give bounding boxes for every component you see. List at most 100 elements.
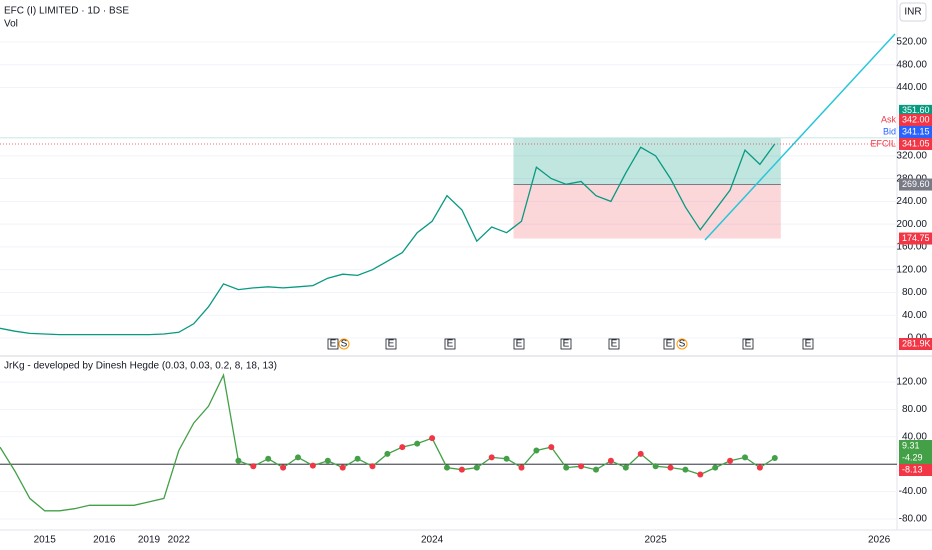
signal-dot [429,435,436,442]
y-tick-label: 160.00 [896,242,927,253]
price-tag-name: EFCIL [870,138,896,148]
x-tick-label: 2022 [168,535,191,546]
signal-dot [712,464,719,471]
price-tag-name: Bid [883,126,896,136]
event-marker [444,338,456,350]
x-tick-label: 2025 [644,535,667,546]
event-marker [338,338,350,350]
y-tick-label: 40.00 [902,431,927,442]
signal-dot [235,457,242,464]
signal-dot [250,463,257,470]
event-marker [742,338,754,350]
signal-dot [742,454,748,461]
event-letter: E [745,339,752,350]
price-tag [899,126,932,138]
value-tag-label: -4.29 [902,452,923,462]
event-marker [802,338,814,350]
signal-dot [458,466,465,473]
signal-dot [384,450,391,457]
signal-dot [563,464,570,471]
currency-box[interactable] [899,2,927,22]
signal-dot [652,463,659,470]
price-tag-label: 341.15 [902,126,930,136]
value-tag-label: -8.13 [902,464,923,474]
signal-dot [756,464,763,471]
trend-line [704,33,896,241]
symbol-title: EFC (I) LIMITED · 1D · BSE [4,6,129,17]
signal-dot [771,455,778,462]
signal-dot [280,464,287,471]
x-tick-label: 2026 [868,535,891,546]
signal-dot [354,455,361,462]
signal-dot [727,457,734,464]
entry-tag-label: 269.60 [902,179,930,189]
x-tick-label: 2019 [138,535,161,546]
value-tag-label: 9.31 [902,440,920,450]
volume-tag-label: 281.9K [902,338,931,348]
signal-dot [444,464,450,471]
signal-dot [399,444,406,451]
y-tick-label: 80.00 [902,404,927,415]
y-tick-label: -80.00 [899,514,928,525]
price-tag [899,114,932,126]
y-tick-label: 80.00 [902,287,927,298]
signal-dot [637,450,644,457]
y-tick-label: 120.00 [896,377,927,388]
y-tick-label: 240.00 [896,196,927,207]
event-marker [663,338,675,350]
event-letter: E [516,339,523,350]
signal-dot [578,463,585,470]
y-tick-label: 480.00 [896,59,927,70]
y-tick-label: 520.00 [896,37,927,48]
event-marker [513,338,525,350]
price-tag-label: 342.00 [902,114,930,124]
volume-label: Vol [4,19,18,30]
event-letter: E [388,339,395,350]
signal-dot [473,464,480,471]
signal-dot [533,447,540,454]
value-tag [899,452,932,464]
event-marker [676,338,688,350]
value-tag [899,440,932,452]
signal-dot [369,463,376,470]
value-tag [899,464,932,476]
signal-dot [593,466,599,473]
signal-dot [682,466,689,473]
x-tick-label: 2016 [93,535,116,546]
y-tick-label: 200.00 [896,219,927,230]
signal-dot [324,457,331,464]
signal-dot [697,471,704,478]
target-tag-label: 351.60 [902,105,930,115]
signal-dot [265,455,272,462]
signal-dot [309,462,316,469]
event-letter: E [563,339,570,350]
y-tick-label: -40.00 [899,486,928,497]
signal-dot [667,464,674,471]
price-tag [899,138,932,150]
signal-dot [607,457,614,464]
x-tick-label: 2024 [421,535,444,546]
price-tag-label: 341.05 [902,138,930,148]
price-tag-name: Ask [881,114,897,124]
event-marker [608,338,620,350]
stop-tag-label: 174.75 [902,233,930,243]
event-letter: E [666,339,673,350]
signal-dot [622,464,629,471]
signal-dot [518,464,525,471]
y-tick-label: 320.00 [896,150,927,161]
stop-zone [513,184,781,239]
signal-dot [339,464,346,471]
y-tick-label: 440.00 [896,82,927,93]
indicator-title: JrKg - developed by Dinesh Hegde (0.03, … [4,361,277,372]
event-letter: E [330,339,337,350]
event-letter: S [341,339,348,350]
event-letter: E [447,339,454,350]
entry-tag [899,178,932,191]
x-tick-label: 2015 [34,535,57,546]
series-line [0,143,776,336]
y-tick-label: 40.00 [902,310,927,321]
signal-dot [295,454,301,461]
